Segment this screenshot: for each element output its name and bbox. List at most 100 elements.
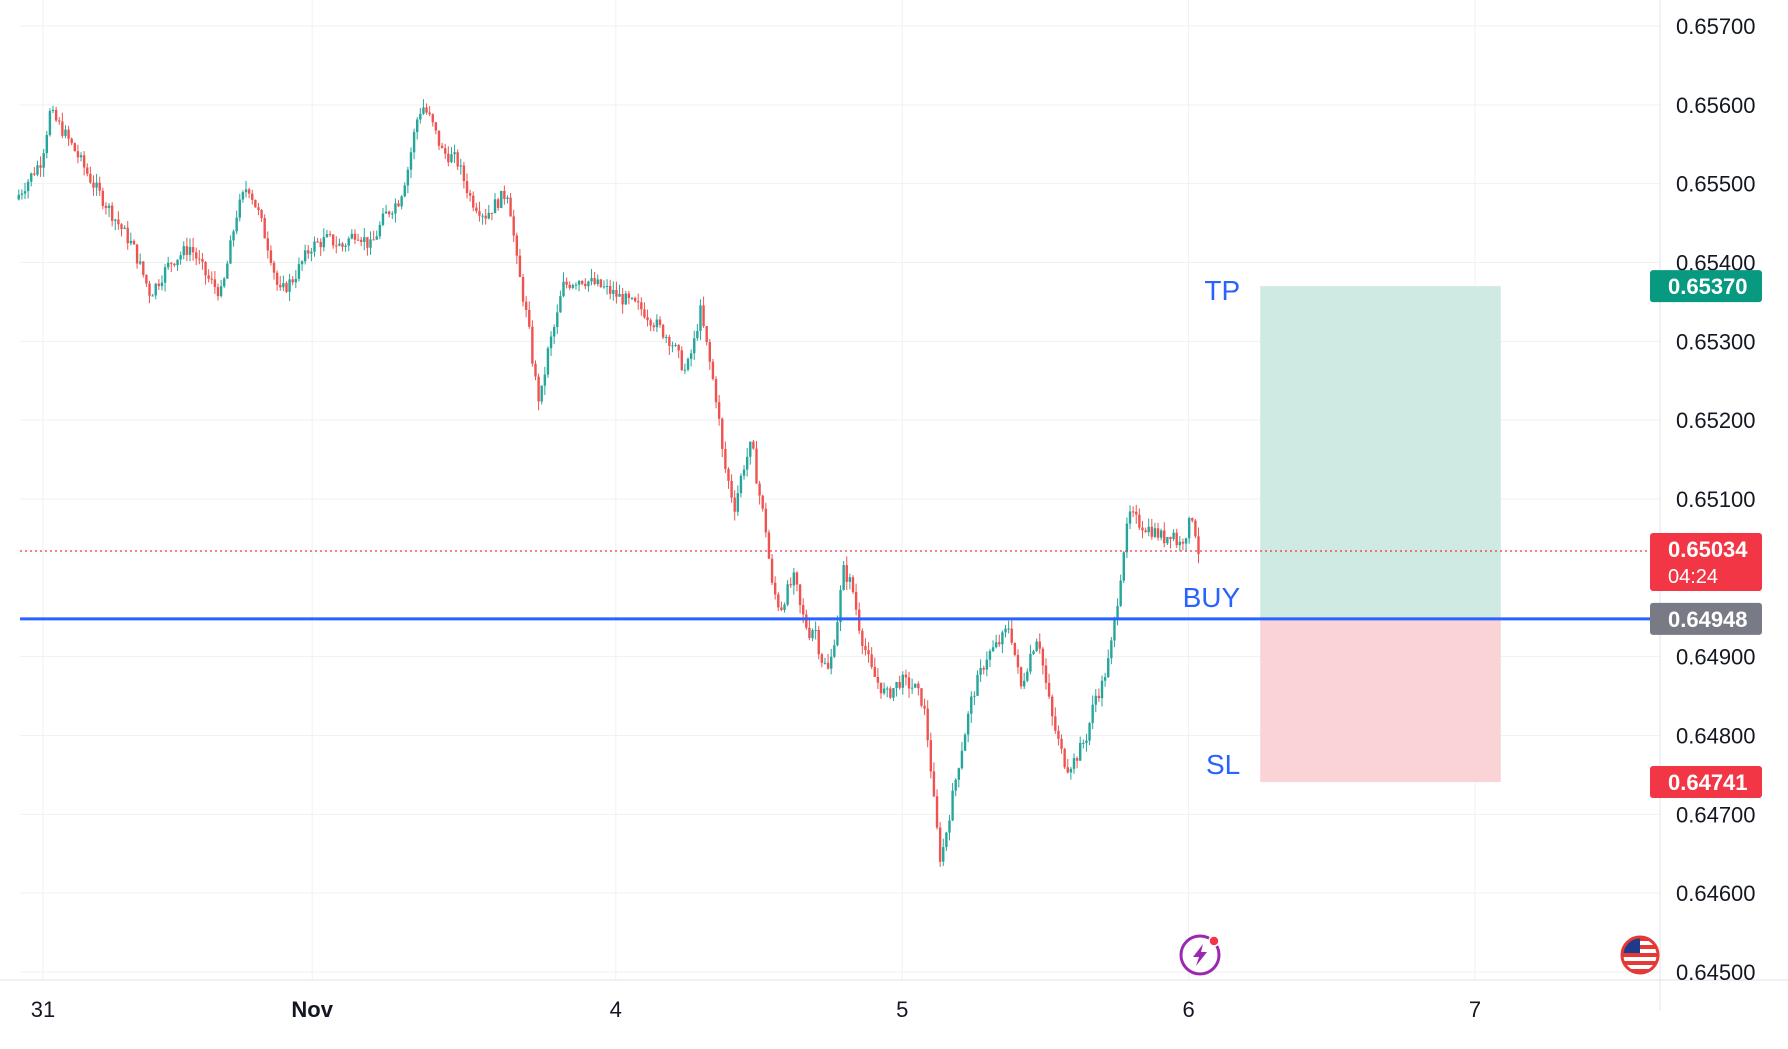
candle[interactable]: [484, 208, 487, 225]
candle[interactable]: [135, 244, 139, 269]
candle[interactable]: [817, 626, 820, 660]
candle[interactable]: [465, 173, 469, 199]
candle[interactable]: [462, 161, 466, 189]
candle[interactable]: [456, 149, 459, 171]
candle[interactable]: [422, 99, 425, 115]
candle[interactable]: [970, 691, 973, 723]
candle[interactable]: [1122, 551, 1125, 584]
candle[interactable]: [605, 279, 609, 295]
candle[interactable]: [549, 331, 553, 356]
candle[interactable]: [761, 494, 764, 512]
candle[interactable]: [770, 554, 774, 586]
candles[interactable]: [17, 99, 1200, 867]
candle[interactable]: [590, 268, 593, 286]
candle[interactable]: [170, 262, 173, 273]
candle[interactable]: [627, 290, 631, 305]
candle[interactable]: [204, 261, 207, 285]
candle[interactable]: [493, 193, 497, 214]
candle[interactable]: [285, 281, 288, 294]
candle[interactable]: [864, 638, 867, 656]
candle[interactable]: [163, 264, 167, 292]
candle[interactable]: [671, 341, 674, 353]
candle[interactable]: [914, 683, 917, 688]
candle[interactable]: [624, 291, 627, 305]
candle[interactable]: [1069, 766, 1073, 780]
candle[interactable]: [157, 279, 161, 291]
take-profit-zone[interactable]: [1260, 286, 1501, 619]
candle[interactable]: [596, 274, 599, 287]
candle[interactable]: [565, 277, 568, 289]
candle[interactable]: [988, 648, 992, 668]
candle[interactable]: [537, 373, 540, 411]
candle[interactable]: [826, 653, 830, 670]
candle[interactable]: [708, 338, 712, 370]
candle[interactable]: [207, 269, 210, 283]
candle[interactable]: [219, 279, 223, 298]
candle[interactable]: [683, 363, 687, 375]
candle[interactable]: [773, 576, 777, 600]
candle[interactable]: [898, 675, 901, 690]
candle[interactable]: [123, 225, 126, 230]
candle[interactable]: [42, 148, 45, 177]
candle[interactable]: [272, 260, 276, 280]
candle[interactable]: [92, 175, 95, 196]
candle[interactable]: [1041, 646, 1045, 675]
candle[interactable]: [114, 218, 117, 231]
candle[interactable]: [95, 173, 98, 196]
candle[interactable]: [1019, 666, 1023, 689]
lightning-icon[interactable]: [1179, 934, 1221, 976]
candle[interactable]: [661, 323, 665, 340]
candle[interactable]: [475, 202, 478, 214]
candle[interactable]: [973, 691, 976, 705]
candle[interactable]: [705, 325, 708, 346]
candle[interactable]: [851, 575, 855, 595]
candle[interactable]: [182, 241, 185, 260]
candle[interactable]: [1035, 638, 1038, 652]
candle[interactable]: [1153, 522, 1157, 539]
candle[interactable]: [409, 147, 413, 179]
candle[interactable]: [587, 280, 590, 292]
candle[interactable]: [129, 232, 133, 246]
candle[interactable]: [1103, 672, 1107, 687]
candle[interactable]: [733, 490, 736, 521]
candle[interactable]: [1184, 537, 1188, 552]
candle[interactable]: [331, 234, 335, 249]
candle[interactable]: [185, 237, 189, 262]
candle[interactable]: [148, 280, 151, 304]
candle[interactable]: [64, 125, 67, 139]
candle[interactable]: [1075, 756, 1079, 769]
candle[interactable]: [138, 253, 142, 265]
candle[interactable]: [512, 209, 515, 243]
candle[interactable]: [487, 204, 491, 220]
candle[interactable]: [263, 214, 266, 239]
candle[interactable]: [316, 237, 319, 243]
candle[interactable]: [269, 245, 273, 266]
candle[interactable]: [1194, 518, 1197, 539]
candle[interactable]: [478, 201, 481, 222]
candle[interactable]: [1082, 739, 1085, 749]
candle[interactable]: [811, 628, 814, 642]
candle[interactable]: [251, 189, 254, 205]
candle[interactable]: [889, 686, 892, 700]
candle[interactable]: [154, 282, 157, 300]
candle[interactable]: [260, 208, 263, 222]
candle[interactable]: [920, 688, 923, 708]
candle[interactable]: [319, 238, 322, 256]
candle[interactable]: [829, 648, 833, 675]
candle[interactable]: [425, 103, 428, 115]
candle[interactable]: [453, 144, 456, 164]
candle[interactable]: [294, 270, 298, 289]
candle[interactable]: [1131, 506, 1135, 518]
candle[interactable]: [540, 385, 543, 405]
candle[interactable]: [929, 732, 933, 779]
candle[interactable]: [571, 283, 575, 290]
candle[interactable]: [702, 296, 705, 328]
candle[interactable]: [353, 229, 357, 245]
candle[interactable]: [948, 814, 951, 841]
candle[interactable]: [892, 687, 895, 701]
candle[interactable]: [1163, 522, 1166, 548]
candle[interactable]: [895, 681, 898, 697]
candle[interactable]: [1128, 505, 1132, 530]
candle[interactable]: [61, 112, 64, 139]
candle[interactable]: [1172, 529, 1175, 542]
